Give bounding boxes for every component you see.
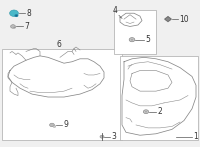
Bar xyxy=(2,49,122,140)
Text: 2: 2 xyxy=(157,107,162,116)
Circle shape xyxy=(129,38,135,42)
Circle shape xyxy=(11,25,15,28)
Circle shape xyxy=(143,110,149,114)
Circle shape xyxy=(100,135,104,138)
Polygon shape xyxy=(165,17,171,21)
Text: 3: 3 xyxy=(112,132,116,141)
Text: 10: 10 xyxy=(179,15,189,24)
Circle shape xyxy=(50,123,54,127)
Text: 1: 1 xyxy=(193,132,198,141)
Text: 7: 7 xyxy=(24,22,29,31)
Circle shape xyxy=(53,125,56,127)
Circle shape xyxy=(14,14,18,17)
Text: 9: 9 xyxy=(64,120,68,130)
Circle shape xyxy=(10,10,18,16)
Text: 5: 5 xyxy=(145,35,150,44)
Circle shape xyxy=(145,111,147,113)
Text: 4: 4 xyxy=(113,6,117,15)
Circle shape xyxy=(131,39,133,41)
Bar xyxy=(120,56,198,140)
Text: 8: 8 xyxy=(26,9,31,18)
Bar xyxy=(114,10,156,54)
Text: 6: 6 xyxy=(56,40,61,49)
Circle shape xyxy=(15,15,17,16)
Circle shape xyxy=(13,27,16,29)
